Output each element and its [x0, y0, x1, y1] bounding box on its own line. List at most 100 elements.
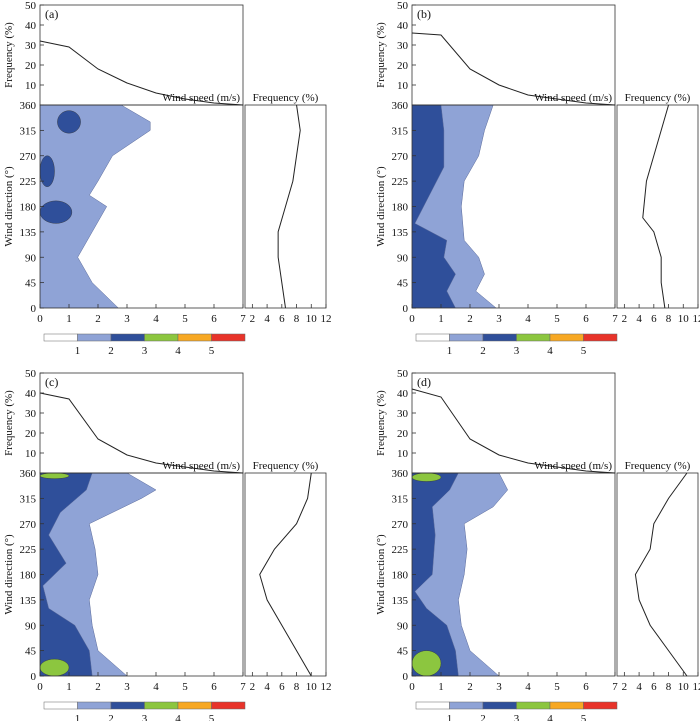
right-xtick-label: 10 — [678, 681, 690, 693]
main-ytick-label: 270 — [392, 519, 409, 531]
top-ytick-label: 50 — [397, 0, 409, 12]
legend-label: 5 — [581, 713, 587, 721]
contour-level-3-blob — [57, 110, 81, 134]
top-ytick-label: 20 — [397, 60, 409, 72]
right-xtick-label: 10 — [306, 313, 318, 325]
legend-label: 3 — [514, 345, 520, 357]
main-y-axis-label: Wind direction (°) — [3, 534, 15, 615]
right-frequency-line — [259, 472, 312, 677]
top-ytick-label: 50 — [25, 368, 37, 380]
top-plot-frame — [39, 4, 244, 106]
main-ytick-label: 135 — [392, 595, 409, 607]
wind-speed-label: Wind speed (m/s) — [162, 460, 240, 472]
legend-swatch-5 — [177, 701, 212, 710]
right-xtick-label: 12 — [321, 313, 332, 325]
top-ytick-label: 10 — [397, 80, 409, 92]
main-xtick-label: 3 — [124, 681, 130, 693]
main-xtick-label: 4 — [153, 313, 159, 325]
right-xtick-label: 10 — [306, 681, 318, 693]
main-ytick-label: 270 — [20, 151, 37, 163]
main-ytick-label: 135 — [20, 227, 37, 239]
top-ytick-label: 30 — [397, 40, 409, 52]
top-ytick-label: 40 — [397, 388, 409, 400]
main-ytick-label: 360 — [392, 468, 409, 480]
right-xtick-label: 6 — [651, 313, 657, 325]
legend-label: 1 — [447, 345, 453, 357]
top-ytick-label: 30 — [25, 408, 37, 420]
wind-speed-label: Wind speed (m/s) — [534, 460, 612, 472]
main-xtick-label: 1 — [438, 313, 444, 325]
top-y-axis-label: Frequency (%) — [3, 22, 15, 88]
legend-label: 2 — [108, 713, 114, 721]
top-plot-frame — [39, 372, 244, 474]
main-xtick-label: 4 — [525, 313, 531, 325]
legend-swatch-4 — [144, 333, 179, 342]
right-xtick-label: 12 — [693, 681, 700, 693]
main-y-axis-label: Wind direction (°) — [3, 166, 15, 247]
main-xtick-label: 2 — [467, 681, 473, 693]
main-ytick-label: 225 — [392, 176, 409, 188]
legend-label: 2 — [480, 345, 486, 357]
top-frequency-line — [411, 388, 616, 474]
right-plot-frame — [616, 472, 699, 677]
right-xtick-label: 4 — [264, 313, 270, 325]
main-ytick-label: 45 — [25, 646, 37, 658]
right-plot-frame — [616, 104, 699, 309]
main-xtick-label: 7 — [240, 681, 246, 693]
main-ytick-label: 180 — [392, 202, 409, 214]
main-ytick-label: 90 — [397, 252, 409, 264]
top-ytick-label: 20 — [397, 428, 409, 440]
main-xtick-label: 6 — [211, 313, 217, 325]
legend-label: 4 — [547, 713, 553, 721]
contour-level-3-blob — [40, 200, 73, 224]
main-xtick-label: 7 — [612, 681, 618, 693]
contour-level-4-blob — [412, 650, 442, 676]
right-xtick-label: 8 — [666, 313, 672, 325]
main-ytick-label: 315 — [392, 125, 409, 137]
main-ytick-label: 225 — [20, 176, 37, 188]
main-xtick-label: 5 — [182, 313, 188, 325]
main-ytick-label: 45 — [25, 278, 37, 290]
legend-swatch-2 — [77, 701, 112, 710]
top-ytick-label: 30 — [397, 408, 409, 420]
right-xtick-label: 6 — [279, 313, 285, 325]
main-xtick-label: 0 — [37, 681, 43, 693]
legend-label: 3 — [514, 713, 520, 721]
right-xtick-label: 4 — [636, 681, 642, 693]
contour-level-3 — [412, 105, 456, 308]
legend-swatch-1 — [415, 333, 450, 342]
main-xtick-label: 6 — [583, 681, 589, 693]
contour-group — [412, 105, 497, 308]
legend-label: 4 — [175, 345, 181, 357]
main-ytick-label: 90 — [25, 252, 37, 264]
right-frequency-line — [642, 104, 670, 309]
right-frequency-title: Frequency (%) — [625, 460, 691, 472]
legend-label: 1 — [75, 345, 81, 357]
main-ytick-label: 0 — [31, 671, 37, 683]
contour-level-3-blob — [40, 155, 55, 187]
main-xtick-label: 0 — [409, 681, 415, 693]
legend-swatch-4 — [516, 333, 551, 342]
legend-swatch-5 — [177, 333, 212, 342]
main-ytick-label: 270 — [20, 519, 37, 531]
main-ytick-label: 90 — [397, 620, 409, 632]
main-ytick-label: 45 — [397, 278, 409, 290]
wind-speed-label: Wind speed (m/s) — [162, 92, 240, 104]
legend-swatch-5 — [549, 333, 584, 342]
main-ytick-label: 180 — [20, 570, 37, 582]
main-ytick-label: 225 — [20, 544, 37, 556]
main-ytick-label: 135 — [20, 595, 37, 607]
top-y-axis-label: Frequency (%) — [375, 22, 387, 88]
right-xtick-label: 2 — [622, 313, 628, 325]
main-xtick-label: 2 — [467, 313, 473, 325]
legend-swatch-5 — [549, 701, 584, 710]
main-ytick-label: 315 — [392, 493, 409, 505]
contour-group — [412, 473, 508, 676]
main-xtick-label: 5 — [554, 681, 560, 693]
top-ytick-label: 30 — [25, 40, 37, 52]
legend-label: 2 — [480, 713, 486, 721]
legend-label: 5 — [209, 713, 215, 721]
right-xtick-label: 2 — [250, 681, 256, 693]
